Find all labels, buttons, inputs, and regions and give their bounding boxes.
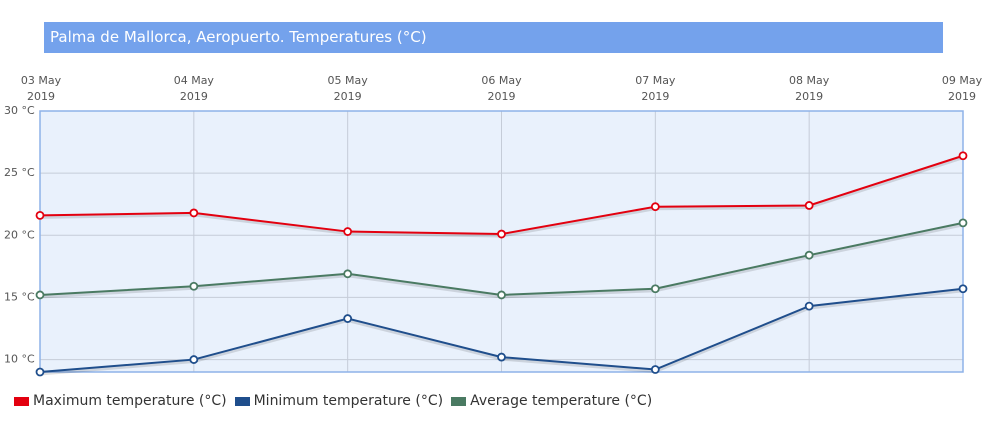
legend-item: Average temperature (°C) bbox=[451, 393, 652, 409]
data-point bbox=[35, 210, 45, 220]
legend: Maximum temperature (°C) Minimum temperat… bbox=[14, 393, 652, 409]
data-point bbox=[650, 202, 660, 212]
data-point bbox=[497, 290, 506, 300]
legend-swatch bbox=[14, 396, 29, 406]
data-point bbox=[497, 229, 506, 239]
legend-label: Maximum temperature (°C) bbox=[33, 393, 227, 409]
data-point bbox=[343, 269, 353, 279]
data-point bbox=[650, 284, 660, 294]
plot-border bbox=[39, 110, 964, 373]
data-point bbox=[804, 201, 814, 210]
data-point bbox=[958, 218, 968, 228]
data-point bbox=[35, 290, 45, 300]
legend-label: Minimum temperature (°C) bbox=[253, 393, 444, 409]
data-point bbox=[343, 314, 353, 323]
x-tick-label: 06 May 2019 bbox=[481, 74, 522, 103]
y-tick-label: 30 °C bbox=[4, 104, 35, 117]
y-tick-label: 20 °C bbox=[4, 228, 35, 241]
data-point bbox=[343, 227, 353, 236]
legend-label: Average temperature (°C) bbox=[470, 393, 653, 409]
data-point bbox=[650, 365, 660, 374]
data-point bbox=[189, 355, 199, 364]
x-tick-label: 05 May 2019 bbox=[327, 74, 368, 103]
chart-title: Palma de Mallorca, Aeropuerto. Temperatu… bbox=[44, 22, 943, 53]
x-tick-label: 03 May 2019 bbox=[20, 74, 62, 103]
data-point bbox=[958, 284, 968, 294]
data-point bbox=[189, 208, 199, 218]
data-point bbox=[804, 301, 814, 311]
x-tick-label: 09 May 2019 bbox=[941, 74, 983, 103]
data-point bbox=[497, 352, 506, 362]
y-tick-label: 25 °C bbox=[4, 166, 35, 179]
x-tick-label: 04 May 2019 bbox=[173, 74, 214, 103]
data-point bbox=[189, 281, 199, 291]
data-point bbox=[804, 250, 814, 260]
legend-swatch bbox=[451, 396, 467, 406]
y-tick-label: 10 °C bbox=[4, 353, 35, 366]
legend-item: Maximum temperature (°C) bbox=[14, 393, 227, 409]
data-point bbox=[958, 151, 968, 161]
x-tick-label: 07 May 2019 bbox=[635, 74, 676, 103]
y-tick-label: 15 °C bbox=[4, 290, 35, 303]
legend-item: Minimum temperature (°C) bbox=[234, 393, 444, 409]
legend-swatch bbox=[234, 396, 250, 406]
data-point bbox=[35, 367, 45, 377]
x-tick-label: 08 May 2019 bbox=[789, 74, 830, 103]
